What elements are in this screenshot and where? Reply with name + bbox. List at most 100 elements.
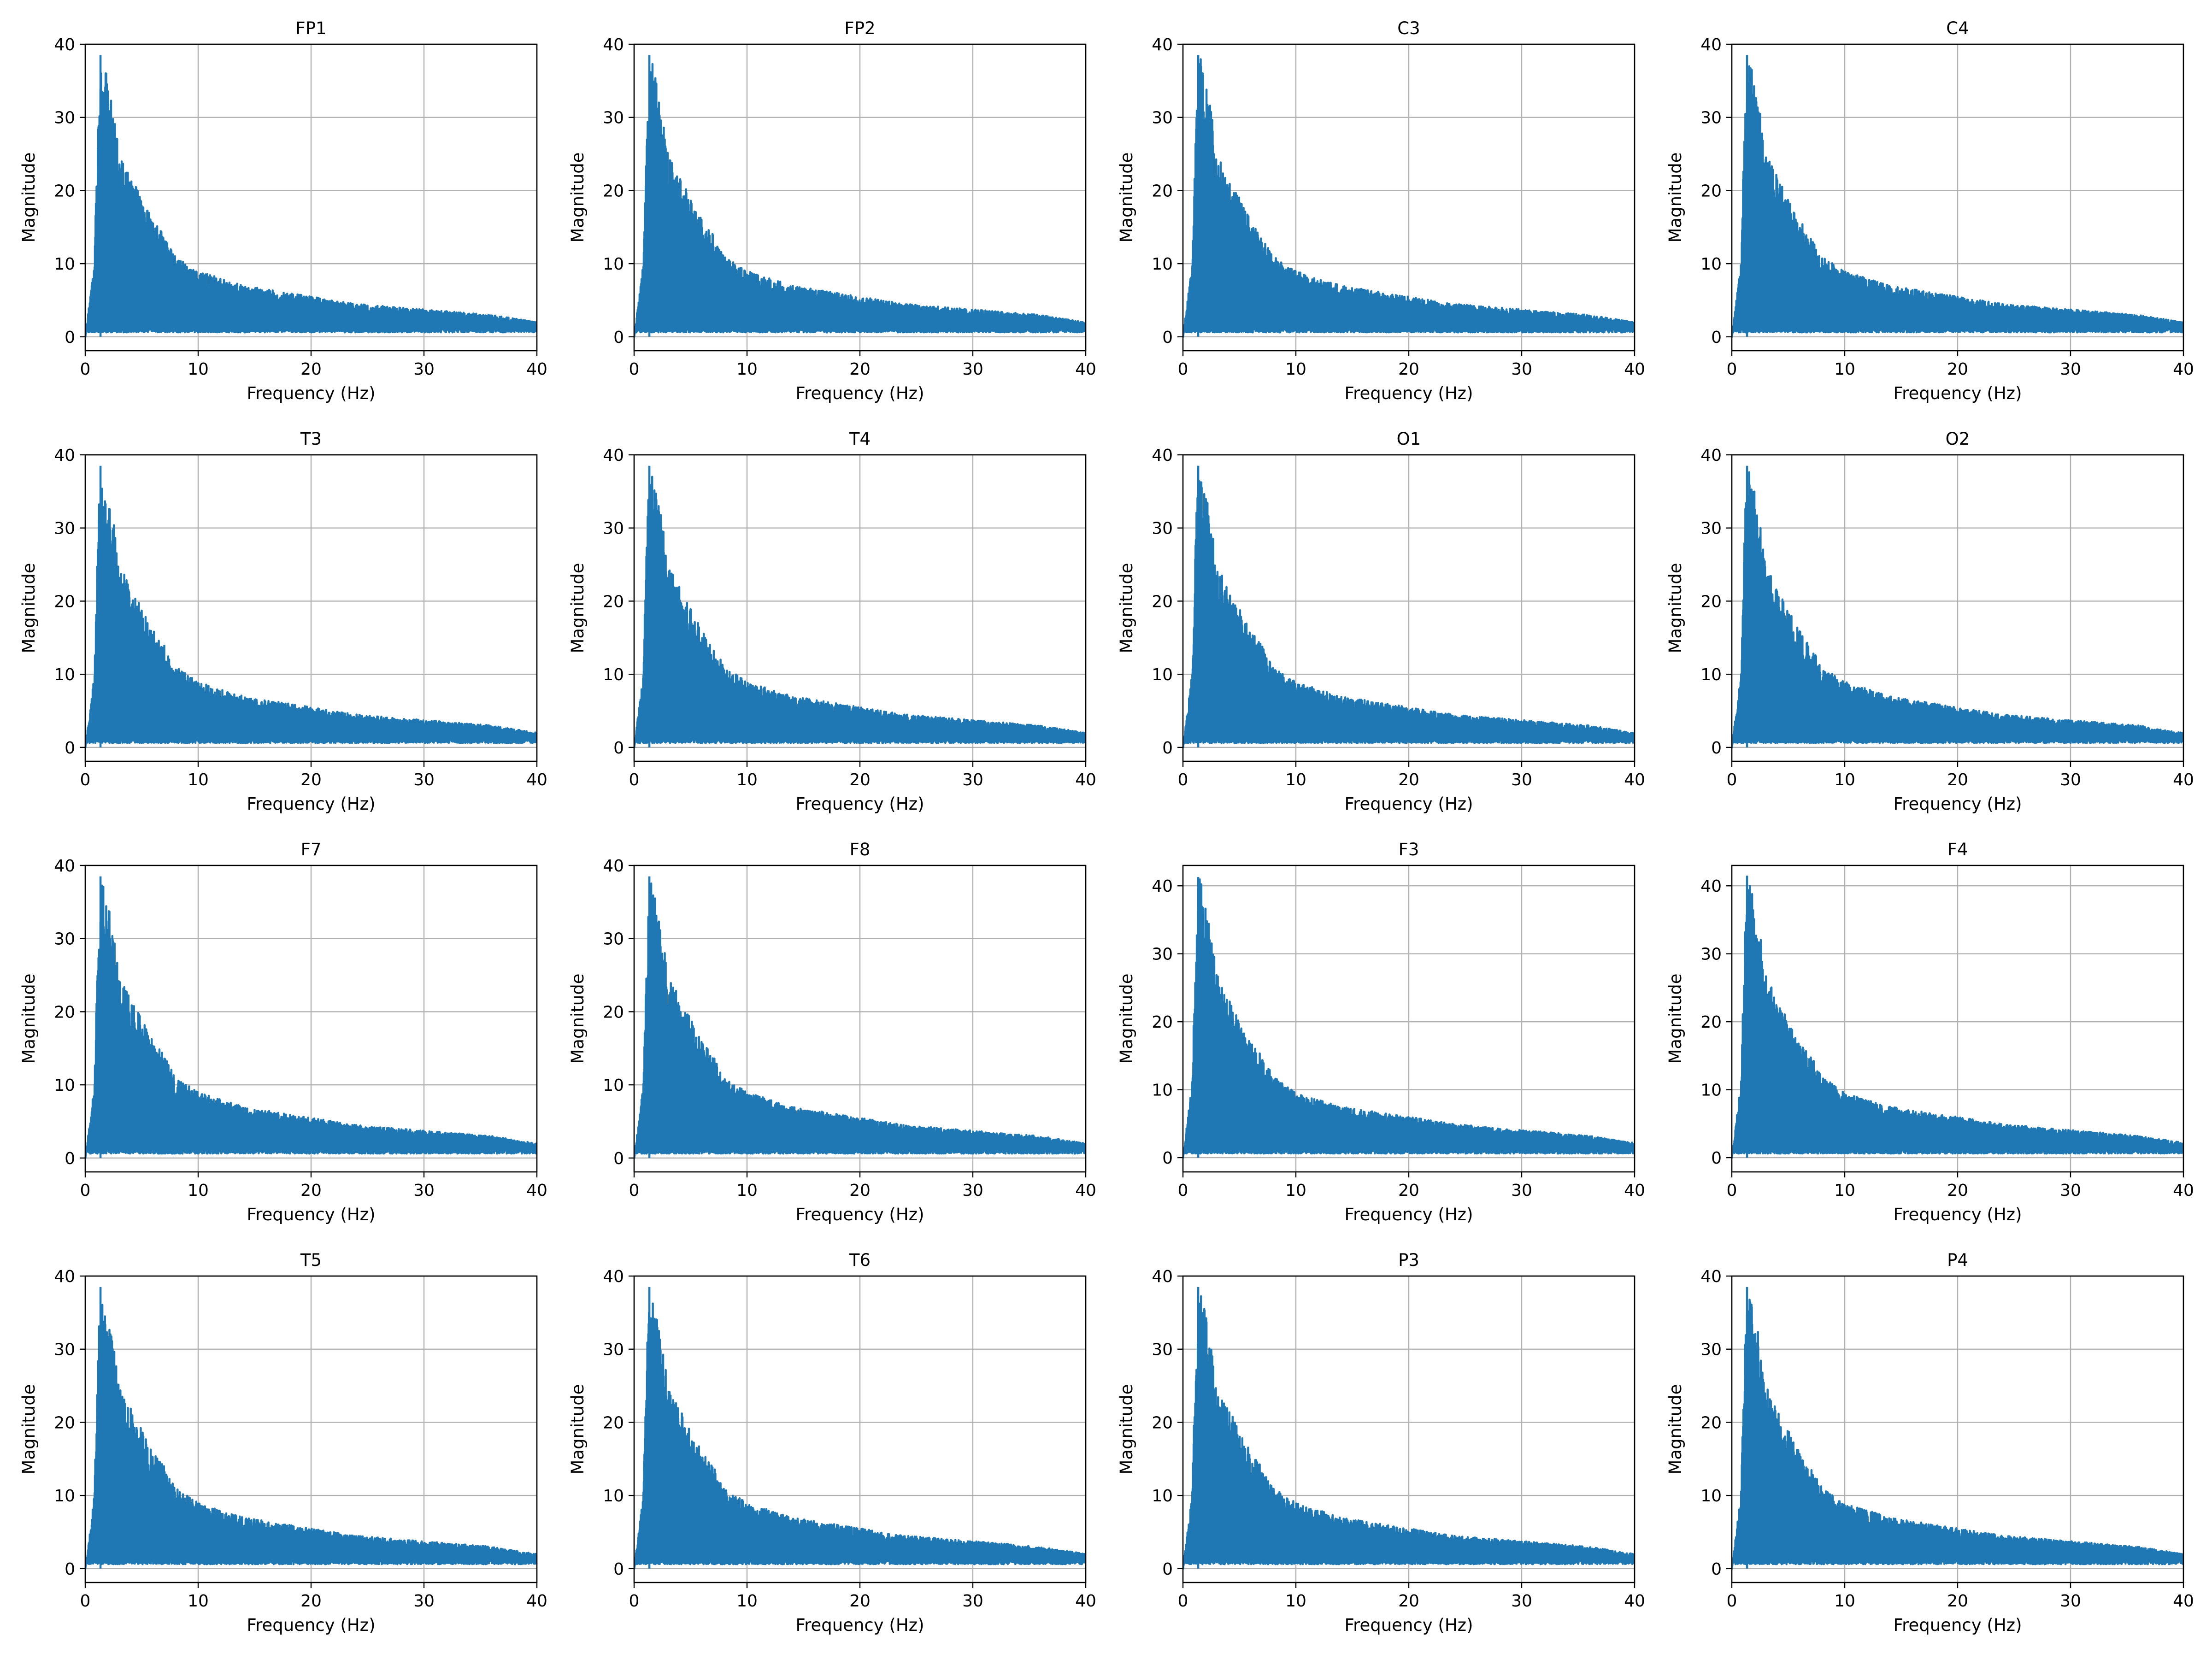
x-tick-label: 10 bbox=[736, 771, 758, 789]
y-tick-label: 30 bbox=[1152, 1341, 1173, 1359]
subplot-o1: 0 10 20 30 40 0 10 20 30 40 O1 Frequency (Hz) Magnit… bbox=[1117, 429, 1645, 814]
x-tick-label: 30 bbox=[1511, 771, 1532, 789]
y-axis-label: Magnitude bbox=[1117, 563, 1136, 653]
x-tick-label: 0 bbox=[80, 1592, 91, 1611]
x-tick-label: 20 bbox=[1398, 1592, 1419, 1611]
x-tick-label: 0 bbox=[80, 1181, 91, 1200]
x-tick-label: 0 bbox=[629, 771, 640, 789]
y-tick-label: 20 bbox=[54, 592, 75, 611]
y-tick-label: 40 bbox=[54, 35, 75, 54]
spectrum-trace bbox=[1732, 1287, 2183, 1570]
y-tick-label: 30 bbox=[1700, 1341, 1722, 1359]
subplot-title: T3 bbox=[300, 429, 322, 449]
x-tick-label: 10 bbox=[188, 1181, 209, 1200]
y-tick-label: 0 bbox=[613, 1149, 624, 1168]
x-axis-label: Frequency (Hz) bbox=[1893, 794, 2022, 814]
subplot-fp1: 0 10 20 30 40 0 10 20 30 40 FP1 Frequency (Hz) Magni… bbox=[19, 18, 547, 403]
y-tick-label: 20 bbox=[54, 1413, 75, 1432]
x-axis-label: Frequency (Hz) bbox=[1344, 383, 1473, 403]
subplot-title: F4 bbox=[1947, 840, 1968, 859]
spectrum-trace bbox=[1183, 465, 1635, 749]
y-tick-label: 10 bbox=[54, 1076, 75, 1095]
subplot-title: C3 bbox=[1397, 18, 1420, 38]
y-tick-label: 40 bbox=[603, 35, 624, 54]
x-tick-label: 0 bbox=[80, 360, 91, 379]
x-tick-label: 0 bbox=[629, 1592, 640, 1611]
x-tick-label: 20 bbox=[849, 1181, 871, 1200]
y-tick-label: 30 bbox=[54, 930, 75, 949]
x-axis-label: Frequency (Hz) bbox=[247, 794, 375, 814]
x-tick-label: 10 bbox=[188, 771, 209, 789]
x-tick-label: 0 bbox=[1727, 771, 1737, 789]
y-tick-label: 20 bbox=[1700, 182, 1722, 200]
spectrum-trace bbox=[634, 1287, 1086, 1570]
x-tick-label: 10 bbox=[736, 360, 758, 379]
y-axis-label: Magnitude bbox=[1665, 973, 1685, 1064]
y-tick-label: 30 bbox=[603, 109, 624, 128]
x-tick-label: 20 bbox=[1947, 1181, 1968, 1200]
y-tick-label: 0 bbox=[1162, 1560, 1173, 1579]
y-axis-label: Magnitude bbox=[19, 973, 39, 1064]
x-tick-label: 10 bbox=[1834, 360, 1855, 379]
y-tick-label: 40 bbox=[54, 446, 75, 465]
y-tick-label: 30 bbox=[54, 519, 75, 538]
x-tick-label: 30 bbox=[2060, 1592, 2081, 1611]
subplot-title: T5 bbox=[300, 1250, 322, 1270]
x-tick-label: 10 bbox=[1285, 360, 1306, 379]
x-tick-label: 40 bbox=[2173, 1592, 2194, 1611]
y-tick-label: 30 bbox=[1152, 519, 1173, 538]
x-axis-label: Frequency (Hz) bbox=[1344, 1205, 1473, 1224]
y-axis-label: Magnitude bbox=[1665, 563, 1685, 653]
y-tick-label: 10 bbox=[603, 665, 624, 684]
subplot-f4: 0 10 20 30 40 0 10 20 30 40 F4 Frequency (Hz) Magnit… bbox=[1665, 840, 2194, 1224]
y-axis-label: Magnitude bbox=[568, 973, 588, 1064]
y-tick-label: 20 bbox=[1152, 182, 1173, 200]
y-axis-label: Magnitude bbox=[19, 563, 39, 653]
x-tick-label: 40 bbox=[1624, 771, 1645, 789]
x-tick-label: 10 bbox=[1834, 1181, 1855, 1200]
x-tick-label: 40 bbox=[1624, 1592, 1645, 1611]
x-tick-label: 0 bbox=[629, 360, 640, 379]
y-tick-label: 0 bbox=[1162, 739, 1173, 758]
y-tick-label: 30 bbox=[1152, 945, 1173, 964]
y-tick-label: 40 bbox=[603, 857, 624, 876]
spectrum-trace bbox=[1732, 55, 2183, 338]
y-tick-label: 20 bbox=[603, 1003, 624, 1022]
x-axis-label: Frequency (Hz) bbox=[1893, 1615, 2022, 1635]
subplot-f3: 0 10 20 30 40 0 10 20 30 40 F3 Frequency (Hz) Magnit… bbox=[1117, 840, 1645, 1224]
x-tick-label: 30 bbox=[2060, 771, 2081, 789]
y-tick-label: 20 bbox=[1152, 1413, 1173, 1432]
x-tick-label: 40 bbox=[526, 360, 547, 379]
y-tick-label: 0 bbox=[1711, 739, 1722, 758]
spectrum-trace bbox=[85, 465, 537, 749]
x-tick-label: 20 bbox=[849, 360, 871, 379]
x-tick-label: 30 bbox=[2060, 1181, 2081, 1200]
subplot-p4: 0 10 20 30 40 0 10 20 30 40 P4 Frequency (Hz) Magnit… bbox=[1665, 1250, 2194, 1635]
y-tick-label: 10 bbox=[1152, 1487, 1173, 1506]
y-tick-label: 20 bbox=[1152, 592, 1173, 611]
y-tick-label: 10 bbox=[1700, 1081, 1722, 1100]
y-tick-label: 20 bbox=[54, 1003, 75, 1022]
y-tick-label: 40 bbox=[603, 1267, 624, 1286]
spectrum-trace bbox=[1183, 55, 1635, 338]
y-tick-label: 30 bbox=[1152, 109, 1173, 128]
x-tick-label: 20 bbox=[1947, 360, 1968, 379]
y-axis-label: Magnitude bbox=[19, 1384, 39, 1474]
x-tick-label: 40 bbox=[1075, 360, 1096, 379]
x-tick-label: 10 bbox=[1834, 1592, 1855, 1611]
x-tick-label: 40 bbox=[526, 1592, 547, 1611]
x-tick-label: 10 bbox=[188, 1592, 209, 1611]
x-tick-label: 0 bbox=[1178, 771, 1188, 789]
x-tick-label: 20 bbox=[849, 771, 871, 789]
y-tick-label: 10 bbox=[54, 1487, 75, 1506]
subplot-grid: 0 10 20 30 40 0 10 20 30 40 FP1 Frequency (Hz) Magni… bbox=[19, 18, 2194, 1635]
y-tick-label: 40 bbox=[54, 857, 75, 876]
y-tick-label: 40 bbox=[1152, 446, 1173, 465]
y-tick-label: 0 bbox=[613, 328, 624, 347]
x-tick-label: 0 bbox=[1727, 1592, 1737, 1611]
y-tick-label: 0 bbox=[1711, 1149, 1722, 1168]
y-tick-label: 10 bbox=[603, 1076, 624, 1095]
x-tick-label: 20 bbox=[849, 1592, 871, 1611]
